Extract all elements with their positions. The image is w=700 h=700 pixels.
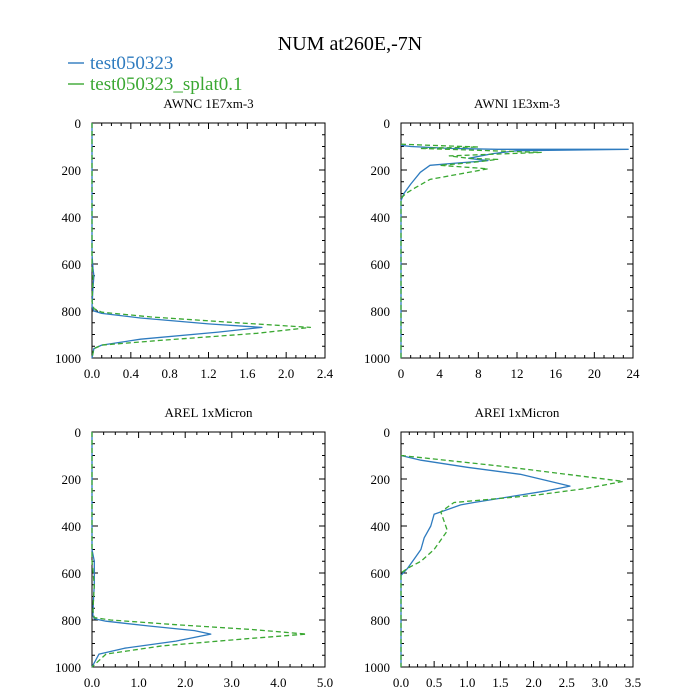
series-line-1 (91, 432, 212, 668)
x-tick-label: 2.5 (559, 675, 575, 690)
y-tick-label: 800 (62, 304, 82, 319)
legend-label-series-1: test050323 (90, 53, 173, 74)
series-line-1 (400, 454, 571, 667)
series-line-2 (91, 432, 308, 668)
y-tick-label: 200 (371, 472, 391, 487)
x-tick-label: 2.4 (317, 366, 334, 381)
y-tick-label: 1000 (55, 351, 81, 366)
y-tick-label: 400 (371, 519, 391, 534)
y-tick-label: 0 (384, 116, 391, 131)
x-tick-label: 0.8 (162, 366, 178, 381)
y-tick-label: 0 (75, 425, 82, 440)
x-tick-label: 5.0 (317, 675, 333, 690)
x-tick-label: 24 (627, 366, 641, 381)
y-tick-label: 800 (371, 613, 391, 628)
series-line-1 (91, 123, 263, 359)
x-tick-label: 0.0 (393, 675, 409, 690)
y-tick-label: 1000 (364, 351, 390, 366)
y-tick-label: 400 (371, 210, 391, 225)
subplot-2: AWNI 1E3xm-3 0 4 8 12 16 20 24 0 200 400 600 800 1000 (364, 96, 640, 381)
series-line-2 (91, 123, 312, 359)
plot-frame (91, 431, 326, 668)
series-line-2 (400, 143, 542, 358)
x-tick-label: 0.4 (123, 366, 140, 381)
y-tick-label: 200 (62, 163, 82, 178)
y-tick-label: 0 (384, 425, 391, 440)
x-tick-label: 1.2 (200, 366, 216, 381)
x-tick-label: 0 (398, 366, 405, 381)
y-tick-label: 600 (371, 566, 391, 581)
y-tick-label: 200 (371, 163, 391, 178)
x-tick-label: 1.0 (130, 675, 146, 690)
y-tick-label: 600 (62, 257, 82, 272)
series-line-2 (400, 454, 624, 667)
y-tick-label: 600 (371, 257, 391, 272)
legend: test050323 test050323_splat0.1 (68, 53, 243, 95)
x-tick-label: 0.0 (84, 366, 100, 381)
plot-frame (400, 431, 634, 668)
y-tick-label: 400 (62, 519, 82, 534)
y-tick-label: 800 (62, 613, 82, 628)
y-tick-label: 1000 (364, 660, 390, 675)
x-tick-label: 20 (588, 366, 601, 381)
x-tick-label: 3.0 (592, 675, 608, 690)
x-tick-label: 3.0 (224, 675, 240, 690)
x-tick-label: 3.5 (625, 675, 641, 690)
y-tick-label: 0 (75, 116, 82, 131)
plot-frame (91, 122, 326, 359)
x-tick-label: 1.6 (239, 366, 256, 381)
x-tick-label: 4.0 (270, 675, 286, 690)
subplot-3: AREL 1xMicron 0.0 1.0 2.0 3.0 4.0 5.0 0 200 400 60… (55, 405, 333, 690)
subplot-title: AWNC 1E7xm-3 (163, 96, 253, 111)
legend-label-series-2: test050323_splat0.1 (90, 74, 243, 95)
x-tick-label: 0.0 (84, 675, 100, 690)
x-tick-label: 2.0 (177, 675, 193, 690)
x-tick-label: 12 (511, 366, 524, 381)
plot-frame (400, 122, 634, 359)
series-line-1 (400, 144, 629, 358)
x-tick-label: 1.5 (492, 675, 508, 690)
x-tick-label: 8 (475, 366, 482, 381)
x-tick-label: 2.0 (278, 366, 294, 381)
subplot-grid: AWNC 1E7xm-30.0 0.4 0.8 1.2 1.6 2.0 2.40200400… (55, 96, 641, 690)
x-tick-label: 4 (436, 366, 443, 381)
y-tick-label: 800 (371, 304, 391, 319)
subplot-title: AREI 1xMicron (475, 405, 560, 420)
y-tick-label: 600 (62, 566, 82, 581)
x-tick-label: 0.5 (426, 675, 442, 690)
x-tick-label: 1.0 (459, 675, 475, 690)
y-tick-label: 200 (62, 472, 82, 487)
subplot-4: AREI 1xMicron 0.0 0.5 1.0 1.5 2.0 2.5 3.0 3.5 0 20… (364, 405, 641, 690)
subplot-1: AWNC 1E7xm-3 0.0 0.4 0.8 1.2 1.6 2.0 2.4 0 200 400… (55, 96, 334, 381)
y-tick-label: 1000 (55, 660, 81, 675)
subplot-title: AREL 1xMicron (165, 405, 253, 420)
subplot-title: AWNI 1E3xm-3 (474, 96, 560, 111)
x-tick-label: 16 (549, 366, 563, 381)
y-tick-label: 400 (62, 210, 82, 225)
figure-title: NUM at260E,-7N (278, 33, 422, 55)
x-tick-label: 2.0 (525, 675, 541, 690)
